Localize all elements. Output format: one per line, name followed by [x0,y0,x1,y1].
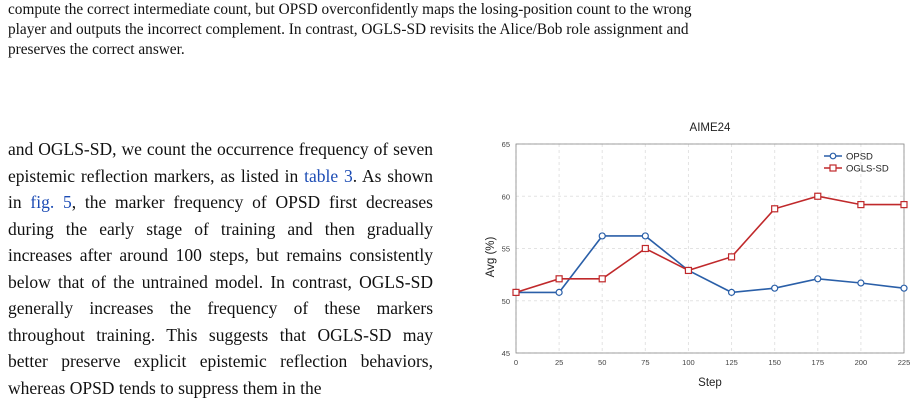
y-tick-label: 55 [502,245,510,254]
series-markers [512,192,908,296]
data-point [598,275,606,283]
data-point [512,288,520,296]
fig-5-link[interactable]: fig. 5 [30,192,72,212]
x-tick-label: 125 [725,358,738,367]
paragraph-part-3: , the marker frequency of OPSD first dec… [8,192,433,398]
y-tick-label: 60 [502,192,510,201]
series-line-ogls-sd [515,195,904,294]
x-tick-label: 100 [682,358,695,367]
aime24-chart: AIME24 Step Avg (%) 0 25 50 75 100 125 150 175 2… [464,112,920,402]
data-point [684,266,693,275]
caption-line-2: player and outputs the incorrect complem… [8,21,689,38]
tick-labels: 0 25 50 75 100 125 150 175 200 225 45 50 55 60 65 [502,140,911,367]
caption-line-3: preserves the correct answer. [8,41,185,58]
caption-line-1: compute the correct intermediate count, … [8,1,692,18]
data-point [771,205,779,213]
line-chart-svg: AIME24 Step Avg (%) 0 25 50 75 100 125 150 175 2… [485,122,911,389]
axes [515,143,905,354]
x-tick-label: 25 [555,358,563,367]
data-point [900,284,908,292]
x-tick-label: 175 [812,358,825,367]
data-point [555,288,563,296]
paragraph-text: and OGLS-SD, we count the occurrence fre… [8,136,433,401]
y-tick-label: 45 [502,349,510,358]
data-point [857,279,865,287]
data-point [727,288,736,296]
x-tick-label: 0 [514,358,518,367]
x-tick-label: 150 [768,358,781,367]
x-tick-label: 75 [641,358,649,367]
data-point [900,201,908,209]
data-point [857,201,865,209]
paragraph-part-1: and OGLS-SD, we count the occurrence fre… [8,139,433,186]
data-point [771,284,779,292]
y-axis-label: Avg (%) [485,236,497,277]
data-point [641,244,649,253]
legend-marker [829,164,837,172]
data-point [727,253,736,261]
chart-title: AIME24 [690,122,732,134]
data-point [814,192,822,200]
y-tick-label: 65 [502,140,510,149]
x-tick-label: 50 [598,358,606,367]
x-axis-label: Step [698,377,722,389]
table-3-link[interactable]: table 3 [304,165,353,186]
paragraph-part-2: . As shown in [8,165,433,213]
legend-label: OGLS-SD [846,164,889,175]
data-point [555,275,563,283]
series-line-opsd [516,235,905,294]
body-paragraph: and OGLS-SD, we count the occurrence fre… [8,136,433,401]
data-point [641,232,649,240]
x-tick-label: 225 [898,358,911,367]
y-tick-label: 50 [502,297,510,306]
series-lines [515,195,905,294]
plot-frame [515,143,905,354]
x-tick-label: 200 [855,358,868,367]
legend-marker [829,152,837,160]
figure-caption: compute the correct intermediate count, … [8,0,913,60]
grid-lines [515,143,905,354]
legend-label: OPSD [846,152,873,163]
data-point [598,232,606,240]
data-point [814,275,822,283]
